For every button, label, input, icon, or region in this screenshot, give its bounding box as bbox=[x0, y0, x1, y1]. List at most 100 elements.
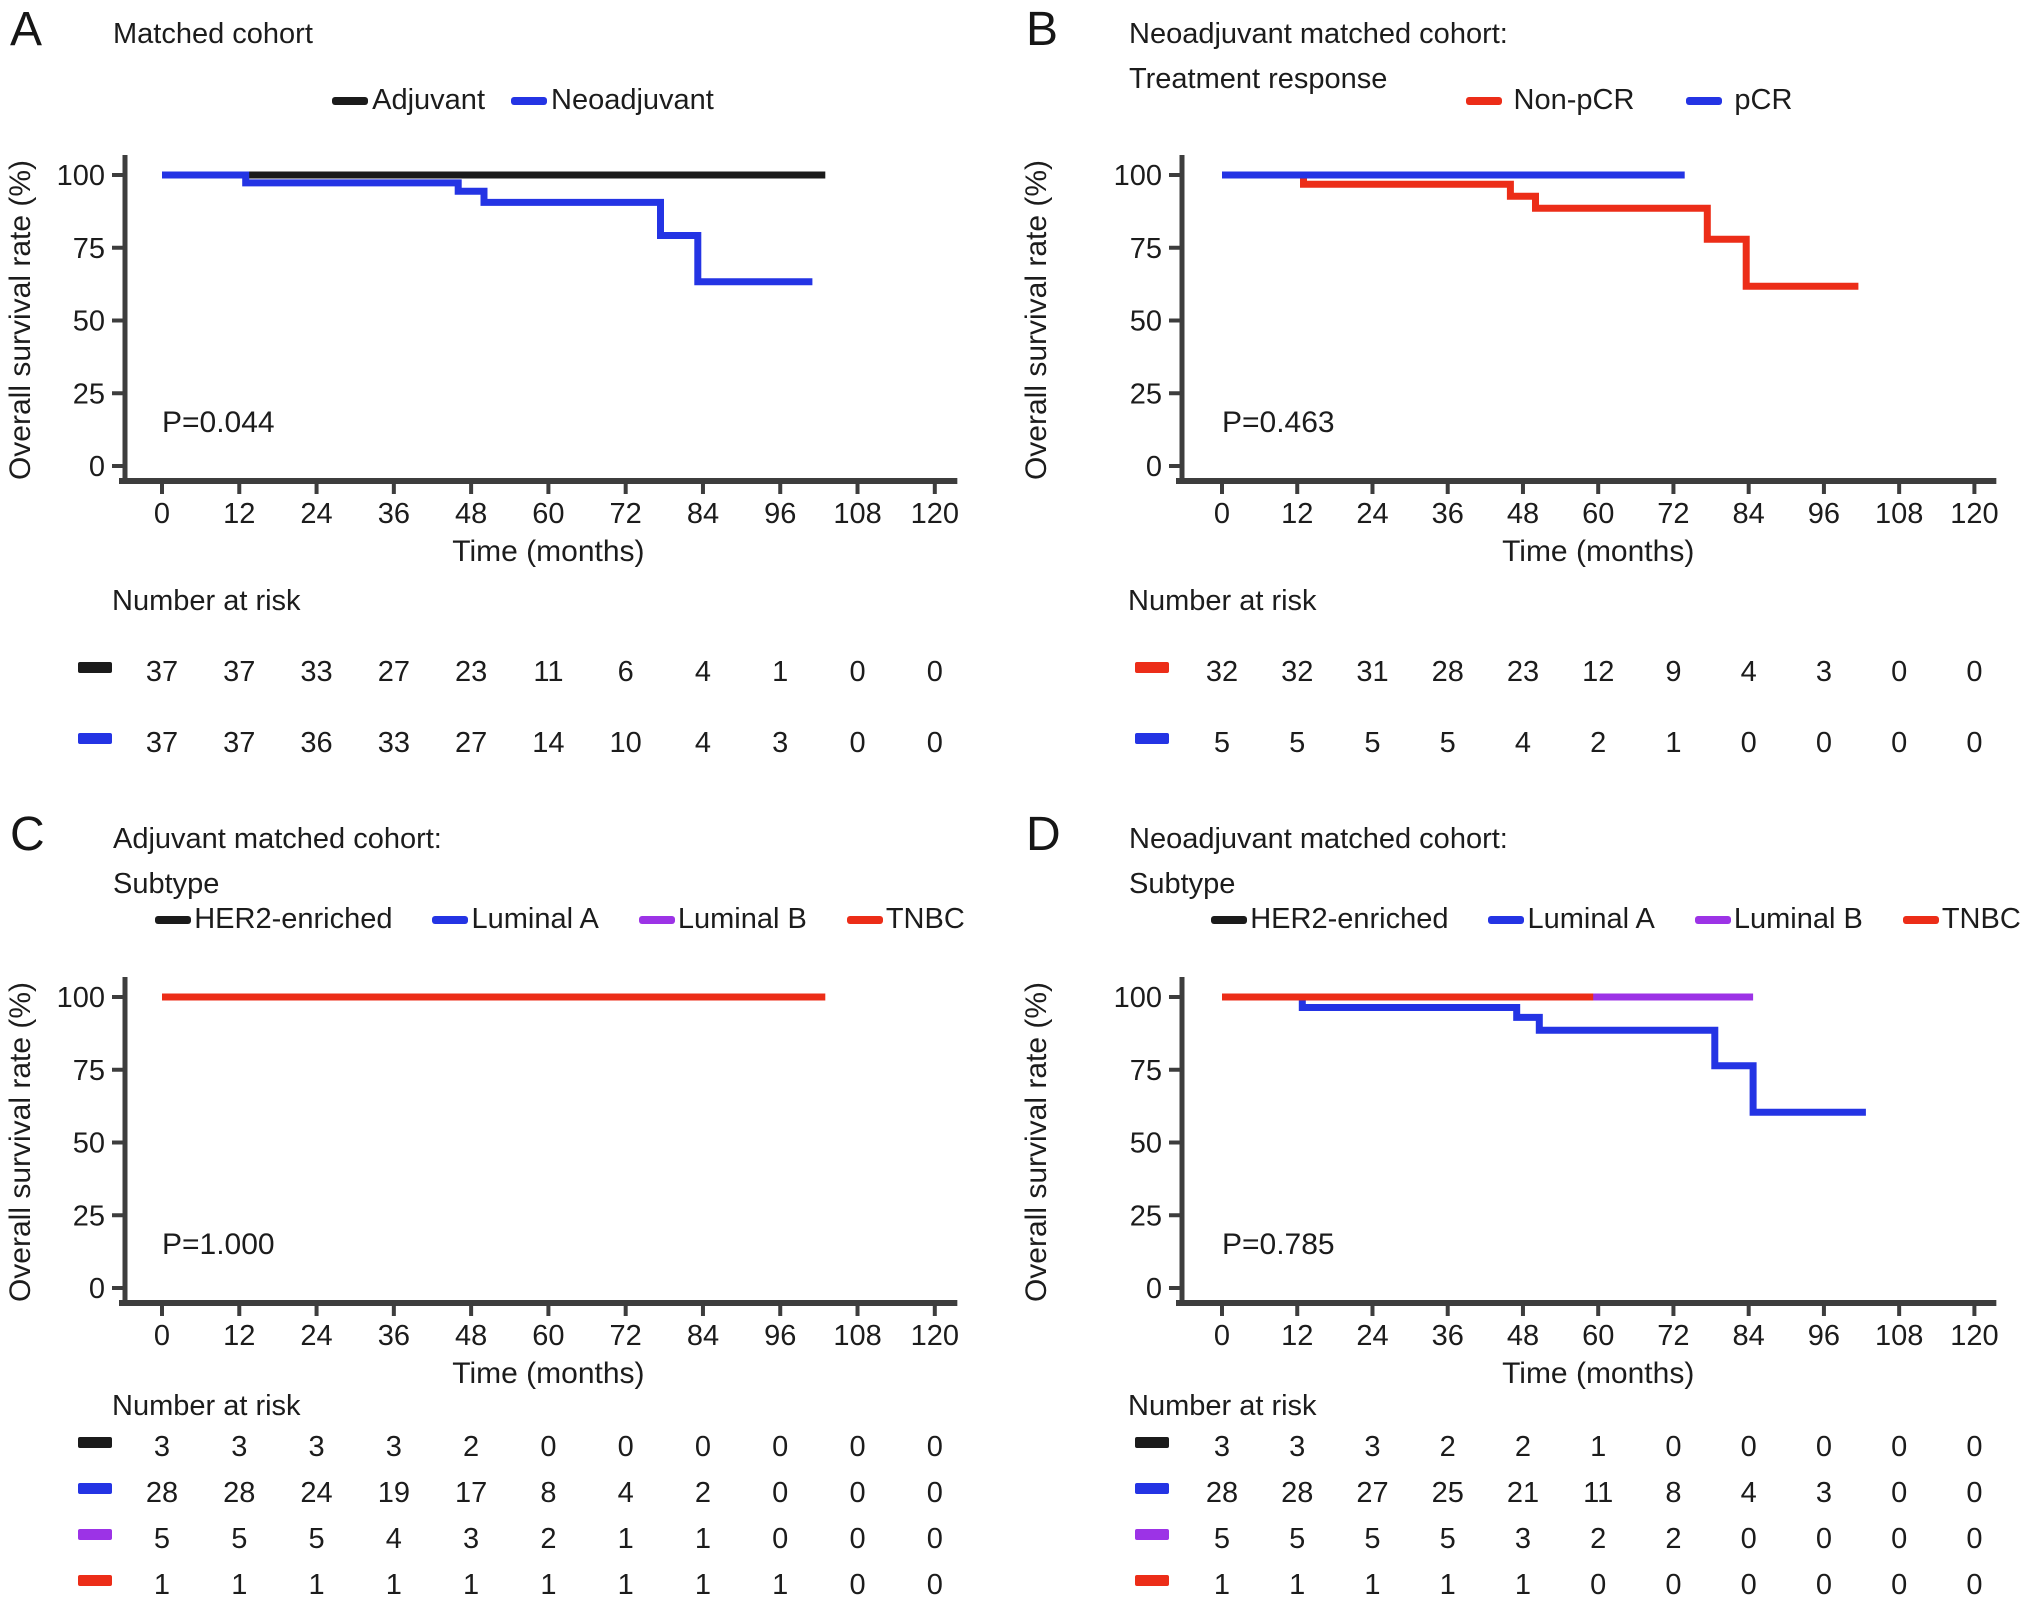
risk-value: 3 bbox=[1364, 1431, 1380, 1463]
x-tick-label: 0 bbox=[1214, 498, 1230, 530]
legend-item: Non-pCR bbox=[1465, 84, 1634, 117]
x-tick-label: 108 bbox=[833, 1320, 881, 1352]
legend-item: Luminal A bbox=[1488, 903, 1655, 936]
panel-neoadjuvant-subtype: D Neoadjuvant matched cohort: Subtype HE… bbox=[1016, 805, 2032, 1610]
y-tick-label: 75 bbox=[1130, 1055, 1162, 1087]
risk-value: 1 bbox=[308, 1569, 324, 1601]
risk-value: 1 bbox=[1590, 1431, 1606, 1463]
y-tick-label: 75 bbox=[73, 233, 105, 265]
x-tick-label: 0 bbox=[154, 1320, 170, 1352]
legend-label: Luminal B bbox=[677, 903, 807, 935]
risk-value: 1 bbox=[618, 1523, 634, 1555]
x-tick-label: 84 bbox=[1733, 498, 1765, 530]
risk-value: 5 bbox=[1214, 1523, 1230, 1555]
risk-value: 0 bbox=[1891, 656, 1907, 688]
x-tick-label: 60 bbox=[1582, 1320, 1614, 1352]
risk-value: 3 bbox=[1816, 656, 1832, 688]
risk-value: 2 bbox=[1515, 1431, 1531, 1463]
risk-table-label: Number at risk bbox=[112, 585, 301, 617]
risk-value: 0 bbox=[1966, 1523, 1982, 1555]
legend-item: pCR bbox=[1686, 84, 1792, 117]
risk-swatch-luminal-a bbox=[78, 1483, 112, 1494]
risk-value: 4 bbox=[618, 1477, 634, 1509]
risk-value: 0 bbox=[1590, 1569, 1606, 1601]
x-tick-label: 0 bbox=[1214, 1320, 1230, 1352]
risk-value: 27 bbox=[378, 656, 410, 688]
risk-value: 2 bbox=[1590, 1523, 1606, 1555]
risk-swatch-adjuvant bbox=[78, 662, 112, 673]
risk-value: 1 bbox=[386, 1569, 402, 1601]
legend-item: Luminal A bbox=[432, 903, 599, 936]
legend-item: Neoadjuvant bbox=[511, 84, 714, 117]
risk-value: 0 bbox=[849, 1569, 865, 1601]
risk-value: 5 bbox=[1440, 727, 1456, 759]
risk-value: 5 bbox=[1364, 727, 1380, 759]
risk-value: 0 bbox=[1891, 1523, 1907, 1555]
risk-value: 0 bbox=[695, 1431, 711, 1463]
risk-value: 1 bbox=[1515, 1569, 1531, 1601]
legend-line-swatch-icon bbox=[1488, 915, 1525, 924]
panel-title: Matched cohort bbox=[113, 18, 313, 50]
risk-value: 28 bbox=[1206, 1477, 1238, 1509]
risk-value: 2 bbox=[695, 1477, 711, 1509]
risk-value: 4 bbox=[695, 656, 711, 688]
risk-value: 3 bbox=[1515, 1523, 1531, 1555]
x-tick-label: 120 bbox=[1950, 498, 1998, 530]
x-tick-label: 24 bbox=[300, 498, 332, 530]
y-tick-label: 75 bbox=[73, 1055, 105, 1087]
legend-line-swatch-icon bbox=[511, 96, 547, 105]
panel-title: Neoadjuvant matched cohort: Subtype bbox=[1129, 823, 1508, 900]
x-tick-label: 48 bbox=[455, 498, 487, 530]
y-tick-label: 100 bbox=[1114, 982, 1162, 1014]
risk-value: 0 bbox=[1741, 1569, 1757, 1601]
risk-value: 0 bbox=[772, 1523, 788, 1555]
risk-value: 2 bbox=[1665, 1523, 1681, 1555]
risk-value: 6 bbox=[618, 656, 634, 688]
p-value-label: P=0.463 bbox=[1222, 406, 1335, 439]
y-tick-label: 100 bbox=[57, 160, 105, 192]
risk-value: 0 bbox=[927, 1569, 943, 1601]
risk-value: 5 bbox=[1289, 727, 1305, 759]
x-tick-label: 12 bbox=[223, 1320, 255, 1352]
risk-value: 0 bbox=[1816, 1431, 1832, 1463]
risk-value: 1 bbox=[618, 1569, 634, 1601]
risk-value: 33 bbox=[378, 727, 410, 759]
risk-value: 28 bbox=[223, 1477, 255, 1509]
risk-value: 28 bbox=[146, 1477, 178, 1509]
y-tick-label: 0 bbox=[1146, 1273, 1162, 1305]
risk-value: 0 bbox=[1816, 1569, 1832, 1601]
x-tick-label: 12 bbox=[223, 498, 255, 530]
risk-value: 11 bbox=[1583, 1477, 1613, 1509]
risk-value: 9 bbox=[1665, 656, 1681, 688]
risk-swatch-tnbc bbox=[1135, 1575, 1169, 1586]
panel-matched-cohort: A Matched cohort Adjuvant Neoadjuvant 100… bbox=[0, 0, 1016, 805]
x-tick-label: 60 bbox=[532, 1320, 564, 1352]
panel-letter: A bbox=[10, 3, 43, 56]
x-tick-label: 72 bbox=[1657, 498, 1689, 530]
risk-value: 4 bbox=[1515, 727, 1531, 759]
y-tick-label: 25 bbox=[73, 378, 105, 410]
risk-value: 0 bbox=[1665, 1569, 1681, 1601]
x-tick-label: 108 bbox=[1875, 498, 1923, 530]
x-tick-label: 48 bbox=[1507, 498, 1539, 530]
risk-value: 0 bbox=[849, 1477, 865, 1509]
legend-label: Luminal A bbox=[471, 903, 599, 935]
risk-swatch-tnbc bbox=[78, 1575, 112, 1586]
y-tick-label: 100 bbox=[57, 982, 105, 1014]
legend-label: pCR bbox=[1734, 84, 1793, 116]
risk-value: 4 bbox=[386, 1523, 402, 1555]
x-tick-label: 36 bbox=[1432, 498, 1464, 530]
risk-value: 0 bbox=[1816, 1523, 1832, 1555]
risk-value: 33 bbox=[300, 656, 332, 688]
risk-value: 5 bbox=[1214, 727, 1230, 759]
x-tick-label: 108 bbox=[1875, 1320, 1923, 1352]
legend-label: HER2-enriched bbox=[1250, 903, 1449, 935]
x-tick-label: 72 bbox=[1657, 1320, 1689, 1352]
panel-letter: B bbox=[1026, 3, 1059, 56]
legend-item: Luminal B bbox=[638, 903, 807, 936]
risk-swatch-luminal-a bbox=[1135, 1483, 1169, 1494]
legend-line-swatch-icon bbox=[1694, 915, 1731, 924]
p-value-label: P=0.785 bbox=[1222, 1228, 1335, 1261]
